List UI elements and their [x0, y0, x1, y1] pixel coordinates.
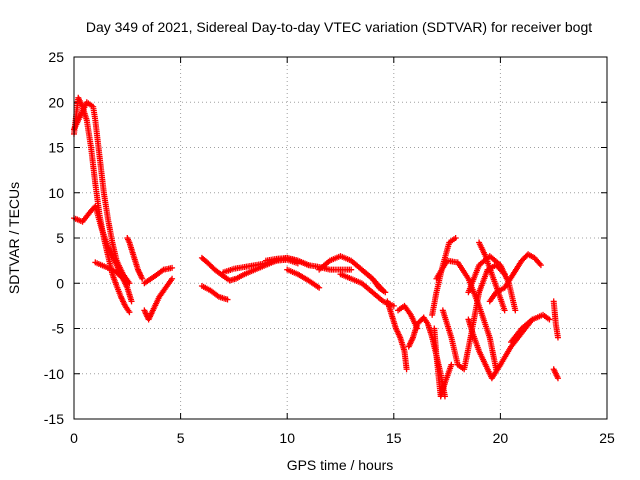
series-arc-7a	[486, 251, 544, 305]
series-arc-1d	[92, 259, 135, 305]
y-tick-label: -10	[44, 366, 64, 382]
x-axis-label: GPS time / hours	[287, 457, 394, 473]
data-point	[348, 266, 355, 273]
data-point	[448, 361, 455, 368]
axis-ticks	[73, 56, 608, 420]
grid-lines	[74, 57, 607, 419]
data-point	[126, 309, 133, 316]
data-point	[554, 375, 561, 382]
series-arc-1c	[71, 203, 131, 287]
series-arc-7d	[550, 366, 561, 382]
x-tick-label: 25	[599, 430, 615, 446]
data-point	[537, 262, 544, 269]
data-point	[546, 316, 553, 323]
series-arc-4b	[337, 271, 397, 309]
series-arc-5e	[431, 325, 455, 400]
x-tick-label: 20	[493, 430, 509, 446]
plot-frame	[73, 56, 608, 420]
y-tick-label: 15	[48, 140, 64, 156]
data-point	[512, 307, 519, 314]
data-point	[501, 307, 508, 314]
y-tick-label: 5	[56, 230, 64, 246]
x-tick-label: 5	[177, 430, 185, 446]
y-tick-label: -5	[52, 321, 65, 337]
data-point	[128, 298, 135, 305]
x-tick-label: 10	[279, 430, 295, 446]
series-arc-2a	[124, 235, 146, 282]
data-point	[382, 289, 389, 296]
x-tick-label: 15	[386, 430, 402, 446]
series-arc-7c	[550, 298, 561, 341]
data-point	[403, 366, 410, 373]
series-arc-3b	[198, 282, 231, 303]
data-point	[169, 275, 176, 282]
data-point	[224, 296, 231, 303]
y-tick-label: 10	[48, 185, 64, 201]
series-arc-2b	[141, 275, 176, 323]
data-point	[139, 275, 146, 282]
series-arc-4c	[358, 266, 389, 296]
series-arc-2c	[141, 264, 176, 287]
data-point	[169, 264, 176, 271]
y-tick-label: 0	[56, 275, 64, 291]
series-arc-6a	[429, 235, 459, 318]
series-arc-3e	[284, 266, 323, 291]
chart-title: Day 349 of 2021, Sidereal Day-to-day VTE…	[86, 19, 592, 35]
y-tick-label: -15	[44, 411, 64, 427]
data-point	[554, 334, 561, 341]
series-arc-3d	[262, 254, 355, 273]
series-arc-4a	[316, 253, 387, 294]
y-tick-label: 20	[48, 94, 64, 110]
series-arc-5a	[384, 298, 410, 373]
y-axis-label: SDTVAR / TECUs	[6, 182, 22, 294]
tick-labels: 0 5 10 15 20 25 -15 -10 -5 0 5 10 15 20 25	[44, 49, 615, 446]
data-point	[452, 235, 459, 241]
data-points	[71, 94, 561, 400]
x-tick-label: 0	[70, 430, 78, 446]
data-point	[316, 284, 323, 291]
series-arc-1b	[71, 99, 133, 287]
y-tick-label: 25	[48, 49, 64, 65]
series-arc-7b	[508, 311, 553, 346]
